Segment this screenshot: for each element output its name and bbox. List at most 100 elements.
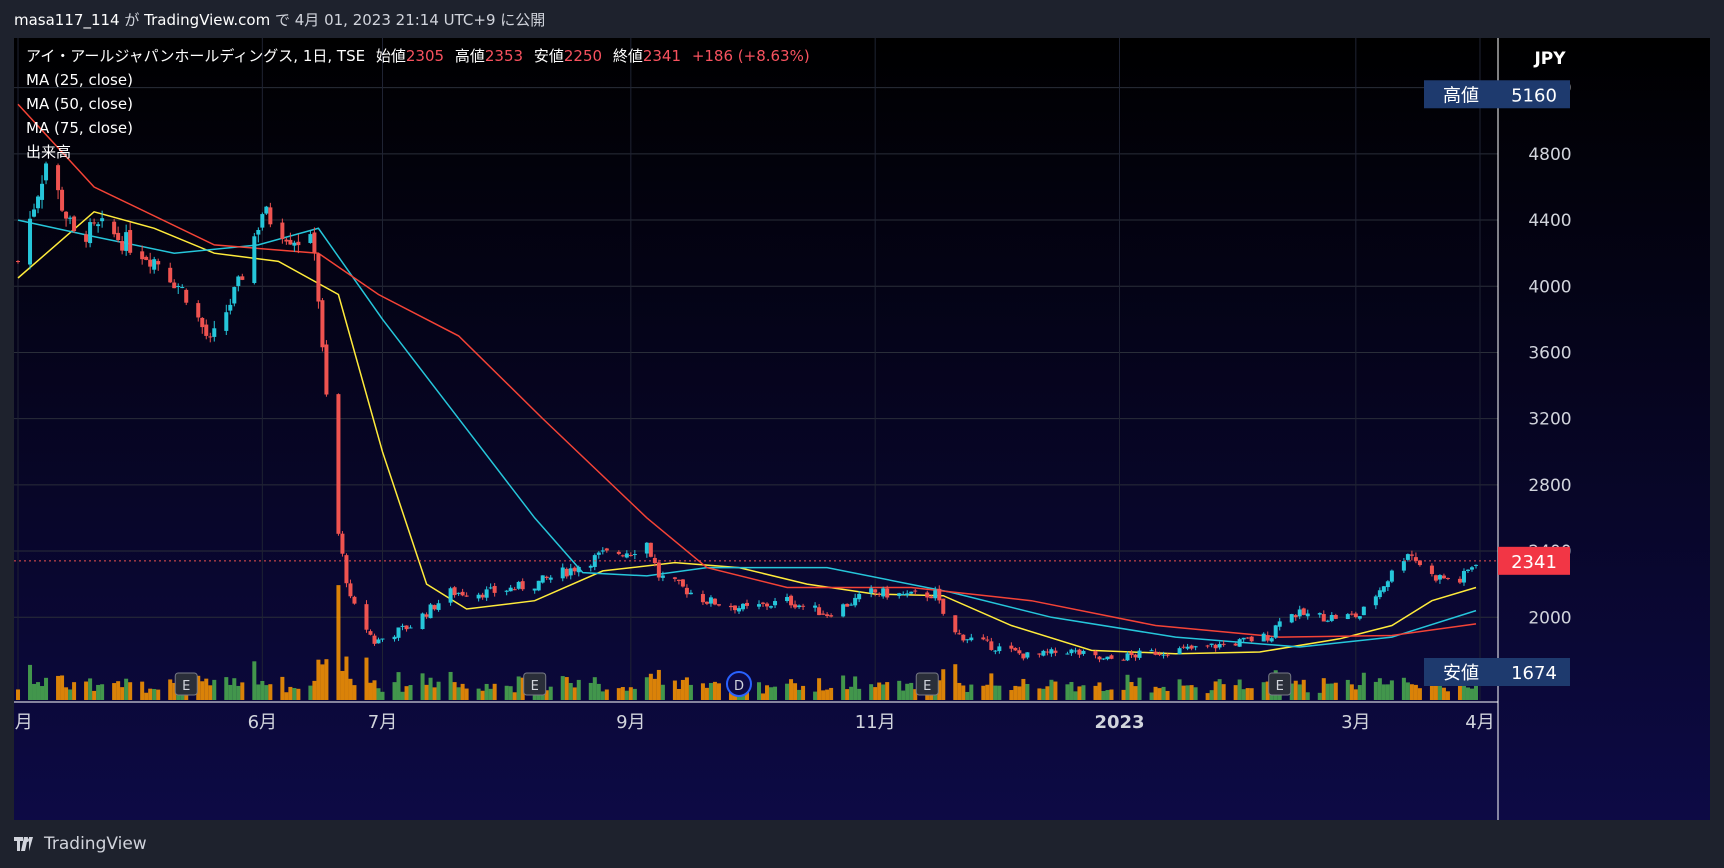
candle-body bbox=[120, 241, 125, 251]
candle-body bbox=[380, 638, 385, 640]
volume-bar bbox=[1149, 692, 1154, 700]
candle-body bbox=[1357, 616, 1362, 619]
indicator-ma50[interactable]: MA (50, close) bbox=[26, 95, 133, 113]
volume-bar bbox=[560, 676, 565, 700]
volume-bar bbox=[1377, 678, 1382, 700]
symbol-title[interactable]: アイ・アールジャパンホールディングス, 1日, TSE bbox=[26, 47, 366, 65]
volume-bar bbox=[757, 682, 762, 700]
grid-lines bbox=[14, 38, 1498, 700]
site-name[interactable]: TradingView.com bbox=[144, 11, 271, 29]
candle-body bbox=[969, 637, 974, 641]
volume-bar bbox=[1185, 685, 1190, 700]
volume-bar bbox=[993, 685, 998, 700]
candle-body bbox=[452, 587, 457, 596]
candle-body bbox=[588, 565, 593, 568]
volume-bar bbox=[424, 684, 429, 700]
candle-body bbox=[112, 221, 117, 235]
candle-body bbox=[1205, 645, 1210, 647]
volume-bar bbox=[116, 681, 121, 700]
candle-body bbox=[504, 590, 509, 592]
volume-bar bbox=[604, 689, 609, 700]
candle-body bbox=[1025, 652, 1030, 658]
volume-bar bbox=[829, 687, 834, 700]
volume-bar bbox=[937, 680, 942, 700]
volume-bar bbox=[672, 680, 677, 700]
volume-bar bbox=[712, 681, 717, 700]
candle-body bbox=[1097, 656, 1102, 660]
volume-bar bbox=[1301, 679, 1306, 700]
footer: TradingView bbox=[14, 834, 147, 854]
candle-body bbox=[156, 261, 161, 265]
candle-body bbox=[196, 303, 201, 318]
candle-body bbox=[1209, 643, 1214, 645]
volume-bar bbox=[1137, 677, 1142, 700]
candle-body bbox=[1149, 650, 1154, 652]
indicator-ma25[interactable]: MA (25, close) bbox=[26, 71, 133, 89]
open-label: 始値 bbox=[375, 47, 406, 65]
volume-bar bbox=[1217, 679, 1222, 700]
close-label: 終値 bbox=[612, 47, 643, 65]
volume-bar bbox=[801, 685, 806, 700]
candle-body bbox=[1249, 636, 1254, 642]
indicator-ma75[interactable]: MA (75, close) bbox=[26, 119, 133, 137]
candle-body bbox=[460, 591, 465, 596]
volume-bar bbox=[232, 678, 237, 700]
candle-body bbox=[1373, 596, 1378, 606]
volume-bar bbox=[845, 689, 850, 700]
volume-bar bbox=[1245, 688, 1250, 700]
candle-body bbox=[1213, 644, 1218, 649]
volume-bar bbox=[849, 686, 854, 700]
candle-body bbox=[1289, 614, 1294, 623]
x-tick-label: 4月 bbox=[14, 712, 33, 733]
candle-body bbox=[548, 577, 553, 580]
candle-body bbox=[736, 608, 741, 612]
volume-bar bbox=[56, 675, 61, 700]
volume-bar bbox=[100, 684, 105, 700]
candle-body bbox=[1361, 606, 1366, 616]
candle-body bbox=[877, 593, 882, 595]
volume-bar bbox=[128, 682, 133, 700]
candle-body bbox=[1185, 646, 1190, 649]
candle-body bbox=[568, 568, 573, 576]
volume-bar bbox=[1373, 681, 1378, 700]
candle-body bbox=[320, 300, 325, 348]
high-marker-label-bg bbox=[1424, 80, 1498, 109]
volume-bar bbox=[913, 689, 918, 700]
volume-bar bbox=[508, 686, 513, 700]
volume-bar bbox=[408, 685, 413, 700]
candle-body bbox=[881, 588, 886, 597]
brand-name[interactable]: TradingView bbox=[44, 834, 147, 854]
earnings-marker bbox=[523, 672, 547, 696]
candle-body bbox=[1093, 650, 1098, 656]
moving-averages bbox=[17, 103, 1477, 655]
candle-body bbox=[712, 598, 717, 605]
candle-body bbox=[64, 211, 69, 219]
candle-body bbox=[428, 604, 433, 619]
indicator-volume[interactable]: 出来高 bbox=[26, 143, 72, 161]
tradingview-logo-icon[interactable] bbox=[14, 837, 36, 851]
candle-body bbox=[16, 261, 21, 263]
author-name[interactable]: masa117_114 bbox=[14, 11, 120, 29]
candle-body bbox=[180, 287, 185, 289]
x-tick-label: 11月 bbox=[855, 712, 896, 733]
volume-bar bbox=[1105, 690, 1110, 700]
candle-body bbox=[408, 627, 413, 629]
price-markers: 高値 5160 安値 1674 2341 bbox=[14, 80, 1570, 686]
volume-bar bbox=[744, 690, 749, 700]
candle-body bbox=[1157, 654, 1162, 656]
candle-body bbox=[116, 232, 121, 241]
volume-bar bbox=[797, 689, 802, 700]
candle-body bbox=[456, 592, 461, 594]
candle-body bbox=[1137, 650, 1142, 658]
volume-bar bbox=[464, 688, 469, 700]
volume-bar bbox=[1233, 685, 1238, 700]
volume-bar bbox=[452, 682, 457, 700]
volume-bar bbox=[588, 682, 593, 700]
volume-bar bbox=[1181, 685, 1186, 700]
volume-bar bbox=[456, 687, 461, 700]
candle-body bbox=[684, 587, 689, 595]
volume-bar bbox=[516, 676, 521, 700]
volume-bar bbox=[957, 682, 962, 700]
candle-body bbox=[1165, 654, 1170, 656]
